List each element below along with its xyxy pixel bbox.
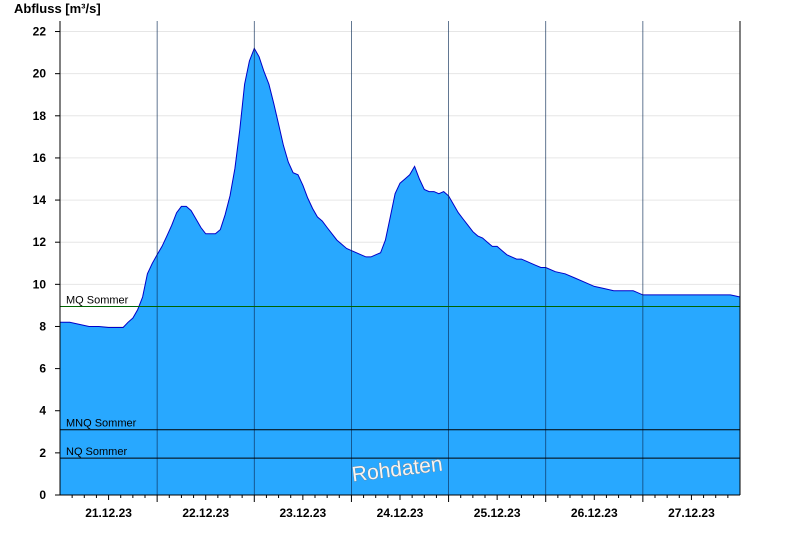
y-tick-label: 6: [39, 362, 46, 376]
y-tick-label: 14: [33, 193, 47, 207]
x-tick-label: 26.12.23: [571, 506, 618, 520]
x-tick-label: 22.12.23: [182, 506, 229, 520]
y-axis: 0 2 4 6 8 10 12 14 16 18 20 22: [33, 25, 60, 502]
x-axis: 21.12.23 22.12.23 23.12.23 24.12.23 25.12.23…: [71, 495, 729, 520]
discharge-fill: [60, 48, 740, 496]
y-tick-label: 12: [33, 235, 47, 249]
reference-lines: MQ Sommer MNQ Sommer NQ Sommer: [60, 294, 740, 459]
x-tick-label: 23.12.23: [279, 506, 326, 520]
discharge-line: [60, 47, 741, 328]
y-tick-label: 22: [33, 25, 47, 39]
y-tick-label: 2: [39, 446, 46, 460]
x-tick-label: 21.12.23: [85, 506, 132, 520]
y-tick-label: 16: [33, 151, 47, 165]
y-axis-label: Abfluss [m³/s]: [14, 1, 101, 16]
day-boundary-lines: [156, 21, 644, 495]
y-tick-label: 0: [39, 488, 46, 502]
y-tick-label: 20: [33, 67, 47, 81]
reference-line-label: NQ Sommer: [66, 446, 127, 458]
reference-line-label: MQ Sommer: [66, 294, 129, 306]
x-tick-label: 24.12.23: [377, 506, 424, 520]
x-tick-label: 27.12.23: [668, 506, 715, 520]
y-tick-label: 8: [39, 319, 46, 333]
y-tick-label: 10: [33, 277, 47, 291]
reference-line-label: MNQ Sommer: [66, 418, 137, 430]
y-tick-label: 18: [33, 109, 47, 123]
discharge-area: [60, 47, 741, 496]
x-tick-label: 25.12.23: [474, 506, 521, 520]
y-tick-label: 4: [39, 404, 46, 418]
